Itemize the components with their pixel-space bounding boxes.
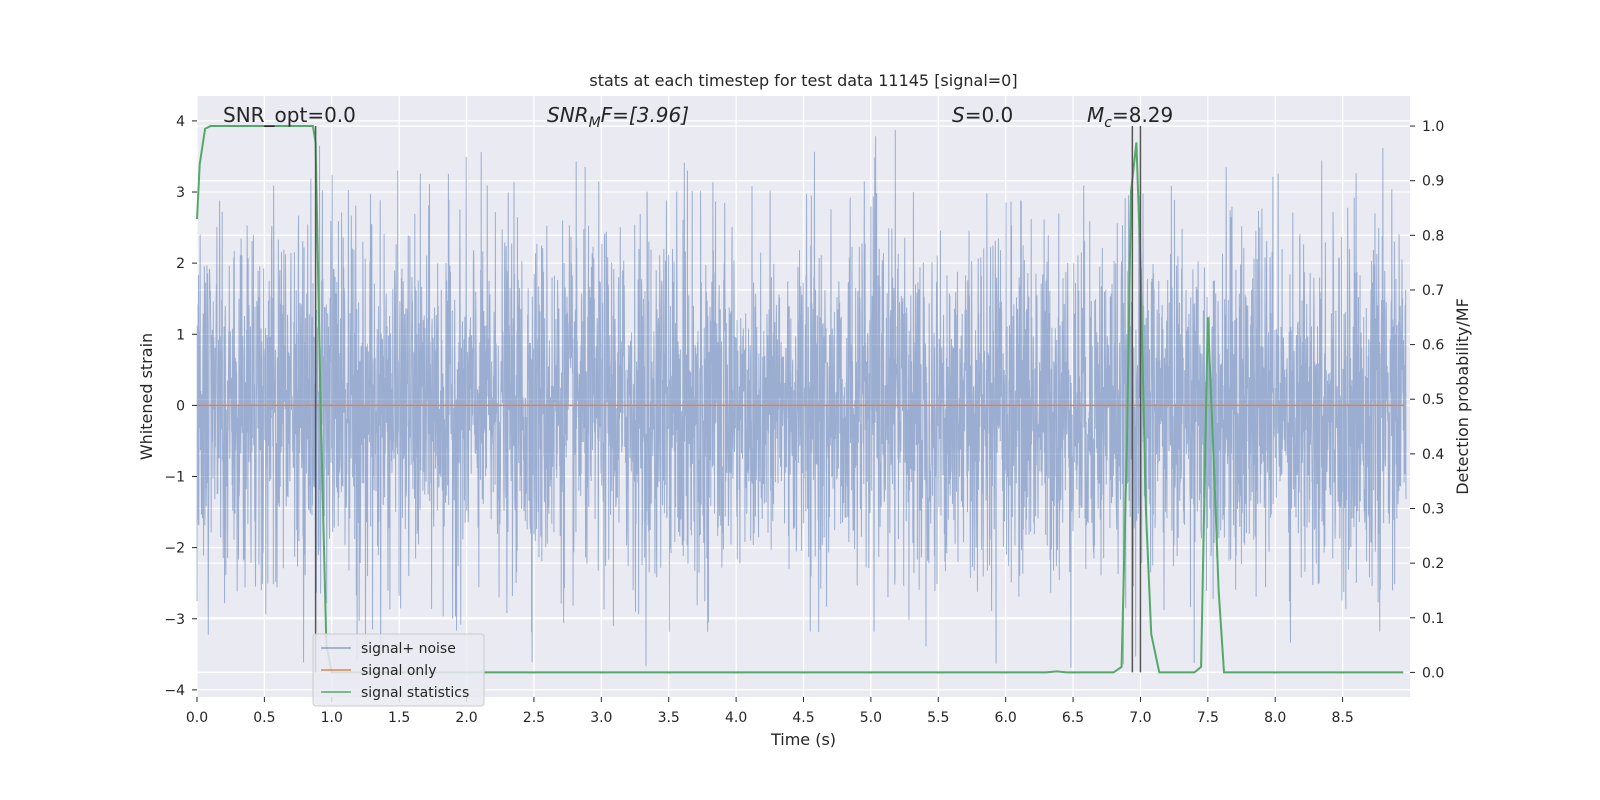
x-tick-label: 5.5 [927,710,949,726]
series-signal-statistics [196,125,1404,674]
annotation-s-italic: S [952,103,965,127]
annotation-mc: Mc=8.29 [1087,103,1173,131]
y-right-tick-label: 0.8 [1422,228,1444,244]
legend-label-signal-statistics: signal statistics [361,685,469,701]
y-right-tick-label: 0.5 [1422,392,1444,408]
legend-box [312,633,485,707]
annotation-snr-mf-sub: M [589,115,601,131]
y-right-tick-label: 0.7 [1422,283,1444,299]
y-tick-label: −1 [164,470,185,486]
x-tick-label: 6.5 [1062,710,1084,726]
y-tick-label: −4 [164,683,185,699]
x-tick-label: 8.5 [1331,710,1353,726]
y-tick-label: −3 [164,612,185,628]
x-tick-label: 3.5 [658,710,680,726]
annotation-mc-base: M [1087,103,1104,127]
y-tick-label: 1 [176,327,185,343]
noise-trace [196,129,1407,668]
annotation-snr-mf: SNRMF=[3.96] [547,103,689,131]
annotation-mc-rest: =8.29 [1112,103,1173,127]
y-tick-label: 2 [176,256,185,272]
annotation-snr-mf-rest: F=[3.96] [601,103,689,127]
y-right-tick-label: 0.4 [1422,447,1444,463]
annotation-snr-opt: SNR_opt=0.0 [223,103,356,127]
x-tick-label: 1.0 [321,710,343,726]
y-right-tick-label: 0.3 [1422,502,1444,518]
y-right-tick-label: 0.0 [1422,665,1444,681]
x-tick-label: 5.0 [860,710,882,726]
y-axis-label: Whitened strain [137,333,156,460]
y-right-tick-label: 0.2 [1422,556,1444,572]
y-tick-label: 3 [176,185,185,201]
y-right-tick-label: 0.1 [1422,611,1444,627]
annotation-s: S=0.0 [952,103,1013,127]
y-tick-label: 4 [176,114,185,130]
annotation-mc-sub: c [1104,115,1112,131]
x-tick-label: 2.0 [455,710,477,726]
x-tick-label: 4.5 [792,710,814,726]
y-right-tick-label: 0.6 [1422,338,1444,354]
x-tick-label: 3.0 [590,710,612,726]
series-signal-plus-noise [196,129,1407,668]
x-axis-label: Time (s) [770,730,836,749]
annotation-snr-mf-base: SNR [547,103,589,127]
x-tick-label: 2.5 [523,710,545,726]
annotation-s-rest: =0.0 [965,103,1014,127]
y-tick-label: −2 [164,541,185,557]
x-tick-label: 8.0 [1264,710,1286,726]
y-tick-label: 0 [176,398,185,414]
legend-label-signal-only: signal only [361,663,436,679]
y-right-tick-label: 0.9 [1422,174,1444,190]
x-tick-label: 6.0 [995,710,1017,726]
y-right-tick-label: 1.0 [1422,119,1444,135]
x-tick-label: 7.5 [1197,710,1219,726]
x-tick-label: 7.0 [1129,710,1151,726]
x-tick-label: 4.0 [725,710,747,726]
x-tick-label: 0.0 [186,710,208,726]
chart-title: stats at each timestep for test data 111… [589,71,1017,90]
vertical-markers [314,126,1142,673]
x-tick-label: 0.5 [253,710,275,726]
x-tick-label: 1.5 [388,710,410,726]
legend-label-signal-plus-noise: signal+ noise [361,641,456,657]
legend: signal+ noise signal only signal statist… [312,633,485,707]
y-axis-label-right: Detection probability/MF [1453,298,1472,495]
